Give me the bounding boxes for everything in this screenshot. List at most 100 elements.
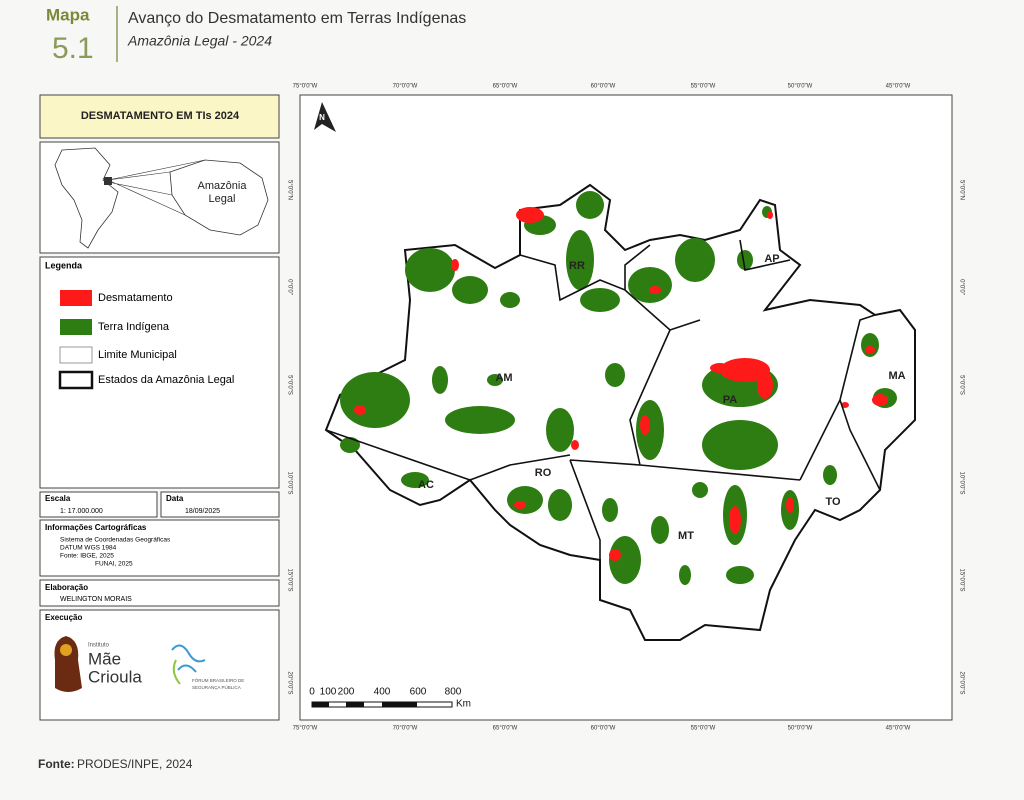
- state-label: AP: [764, 253, 779, 265]
- execution-title: Execução: [45, 613, 82, 622]
- map-subtitle: Amazônia Legal - 2024: [127, 33, 272, 49]
- indigenous-land: [487, 374, 503, 386]
- deforestation: [767, 211, 773, 219]
- deforestation: [354, 405, 366, 415]
- legend-item: Limite Municipal: [98, 349, 177, 361]
- indigenous-land: [401, 472, 429, 488]
- info-line: Fonte: IBGE, 2025: [60, 553, 114, 560]
- source-label: Fonte:: [38, 757, 75, 771]
- lon-tick-label: 45°0'0"W: [886, 726, 911, 732]
- legend-item: Terra Indígena: [98, 321, 170, 333]
- deforestation: [640, 415, 650, 435]
- indigenous-land: [823, 465, 837, 485]
- deforestation: [451, 259, 459, 271]
- deforestation: [786, 497, 794, 513]
- lon-tick-label: 70°0'0"W: [393, 726, 418, 732]
- deforestation: [609, 549, 621, 561]
- deforestation: [516, 207, 544, 223]
- deforestation: [514, 501, 526, 509]
- indigenous-land: [340, 437, 360, 453]
- lon-tick-label: 65°0'0"W: [493, 726, 518, 732]
- logo-mark: [171, 644, 206, 673]
- execution-box: [39, 609, 280, 721]
- info-line: FUNAI, 2025: [95, 561, 133, 568]
- lon-tick-label: 75°0'0"W: [293, 84, 318, 90]
- indigenous-land: [609, 536, 641, 584]
- deforestation: [757, 371, 773, 399]
- indigenous-land: [546, 408, 574, 452]
- indigenous-land: [636, 400, 664, 460]
- indigenous-land: [507, 486, 543, 514]
- lat-tick-label: 5°0'0"N: [958, 180, 964, 200]
- scale-bar-label: 100: [320, 687, 337, 698]
- indigenous-land: [580, 288, 620, 312]
- indigenous-land: [702, 420, 778, 470]
- indigenous-land: [405, 248, 455, 292]
- state-label: PA: [723, 394, 738, 406]
- indigenous-land: [566, 230, 594, 290]
- date-box: [160, 491, 280, 518]
- inset-marker: [104, 177, 112, 185]
- inset-label: Legal: [209, 193, 236, 205]
- graticule-labels: 75°0'0"W 75°0'0"W 70°0'0"W 70°0'0"W 65°0'0"W…: [286, 84, 964, 732]
- indigenous-land: [692, 482, 708, 498]
- scale-bar-label: 400: [374, 687, 391, 698]
- indigenous-land: [432, 366, 448, 394]
- logo-text: Crioula: [88, 667, 142, 686]
- inset-continent: [54, 147, 119, 249]
- indigenous-land: [445, 406, 515, 434]
- indigenous-land: [726, 566, 754, 584]
- elaboration-box: [39, 579, 280, 607]
- date-label: Data: [166, 494, 184, 503]
- indigenous-lands: [340, 191, 897, 585]
- map-number: 5.1: [52, 32, 94, 65]
- legend-title: Legenda: [45, 260, 83, 270]
- deforestation: [729, 506, 741, 534]
- indigenous-land: [675, 238, 715, 282]
- scale-bar-label: 200: [338, 687, 355, 698]
- date-value: 18/09/2025: [185, 508, 220, 515]
- lat-tick-label: 10°0'0"S: [958, 471, 964, 494]
- lat-tick-label: 20°0'0"S: [286, 671, 292, 694]
- info-title: Informações Cartográficas: [45, 523, 147, 532]
- sidebar-title-box: [39, 94, 280, 139]
- lon-tick-label: 60°0'0"W: [591, 84, 616, 90]
- legend-item: Desmatamento: [98, 292, 173, 304]
- logo-text: Mãe: [88, 649, 121, 668]
- state-labels: RR AP AM PA MA AC RO MT TO: [418, 253, 906, 542]
- info-box: [39, 519, 280, 577]
- inset-label: Amazônia: [198, 180, 248, 192]
- lat-tick-label: 5°0'0"N: [286, 180, 292, 200]
- legend-swatch: [59, 346, 93, 364]
- state-label: AC: [418, 479, 434, 491]
- indigenous-land: [340, 372, 410, 428]
- lat-tick-label: 15°0'0"S: [958, 568, 964, 591]
- lon-tick-label: 50°0'0"W: [788, 726, 813, 732]
- deforestation: [571, 440, 579, 450]
- map-title: Avanço do Desmatamento em Terras Indígen…: [128, 10, 466, 27]
- lat-tick-label: 5°0'0"S: [286, 375, 292, 395]
- scale-value: 1: 17.000.000: [60, 508, 103, 515]
- deforestation: [710, 363, 730, 373]
- info-line: DATUM WGS 1984: [60, 545, 117, 552]
- lat-tick-label: 10°0'0"S: [286, 471, 292, 494]
- lon-tick-label: 50°0'0"W: [788, 84, 813, 90]
- state-label: RO: [535, 467, 552, 479]
- state-borders: [325, 239, 881, 560]
- lon-tick-label: 45°0'0"W: [886, 84, 911, 90]
- indigenous-land: [500, 292, 520, 308]
- lat-tick-label: 0°0'0": [286, 279, 292, 295]
- source-text: PRODES/INPE, 2024: [77, 757, 193, 771]
- logo-mark: [60, 644, 72, 656]
- deforestation: [720, 358, 770, 382]
- state-label: MA: [888, 370, 905, 382]
- logo-mark: [172, 659, 181, 685]
- legend-swatch: [60, 319, 92, 335]
- indigenous-land: [602, 498, 618, 522]
- legend-item: Estados da Amazônia Legal: [98, 374, 234, 386]
- scale-box: [39, 491, 158, 518]
- legend-swatch: [60, 290, 92, 306]
